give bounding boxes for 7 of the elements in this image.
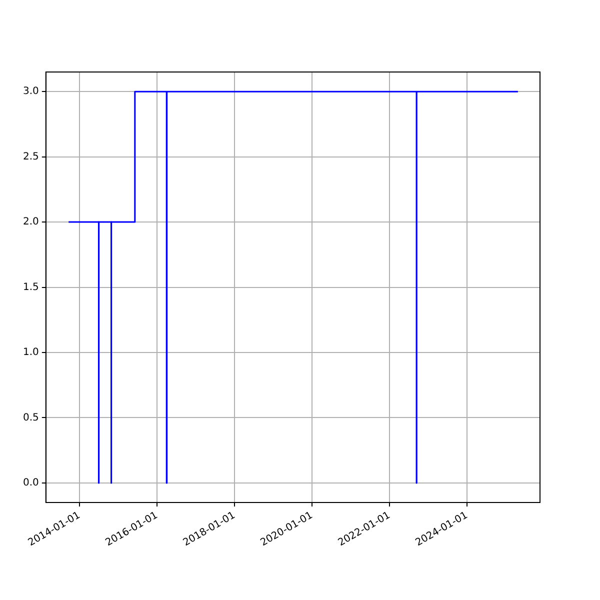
y-tick-label: 0.5 bbox=[22, 412, 39, 424]
y-tick-label: 1.0 bbox=[22, 347, 39, 358]
y-tick-label: 2.0 bbox=[22, 216, 39, 228]
y-tick-label: 3.0 bbox=[22, 86, 39, 98]
y-tick-label: 2.5 bbox=[22, 151, 39, 162]
y-tick-label: 1.5 bbox=[22, 282, 39, 293]
y-tick-label: 0.0 bbox=[22, 478, 39, 489]
